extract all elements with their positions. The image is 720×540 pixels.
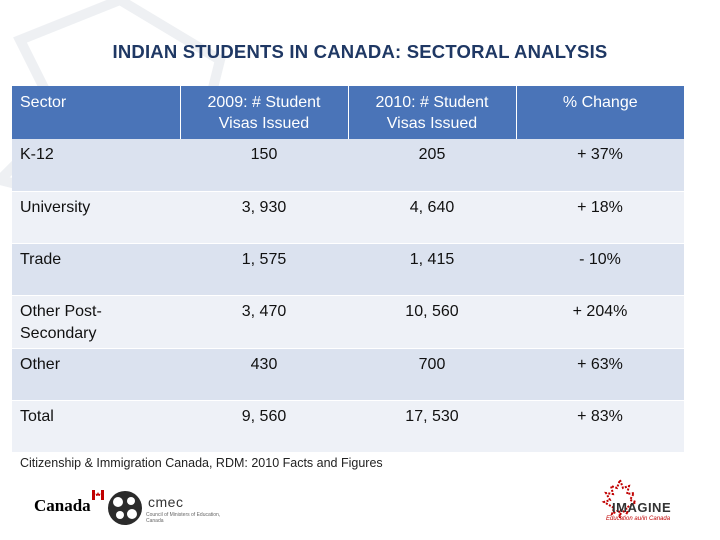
cell-sector: Other [20,355,61,373]
cell-change: - 10% [579,250,621,268]
imagine-logo: IMAGINE Education au/in Canada [588,478,698,536]
cell-2009: 430 [250,355,278,373]
table-row-total: Total 9, 560 17, 530 + 83% [12,400,684,452]
table-row: Trade 1, 575 1, 415 - 10% [12,243,684,295]
canada-flag-icon [92,490,104,500]
cell-sector: K-12 [20,146,54,163]
table-row: Other 430 700 + 63% [12,348,684,400]
canada-wordmark: Canada [34,496,91,515]
imagine-wordmark: IMAGINE [612,500,672,515]
cell-sector: Other Post-Secondary [20,302,102,342]
cell-sector: University [20,198,91,216]
cmec-emblem-icon [108,491,142,525]
table-row: K-12 150 205 + 37% [12,139,684,191]
cell-2010: 205 [418,146,446,163]
cell-2010: 1, 415 [409,250,455,268]
table-row: Other Post-Secondary 3, 470 10, 560 + 20… [12,295,684,348]
cell-change: + 63% [577,355,623,373]
header-change: % Change [515,86,684,139]
cell-2010: 10, 560 [405,302,459,320]
cell-change: + 83% [577,407,623,425]
table-row: University 3, 930 4, 640 + 18% [12,191,684,243]
cell-2009: 3, 930 [241,198,287,216]
page-title: INDIAN STUDENTS IN CANADA: SECTORAL ANAL… [112,41,608,62]
sectoral-table: Sector 2009: # Student Visas Issued 2010… [12,86,684,453]
cell-2010: 17, 530 [405,407,459,425]
cell-2009: 150 [250,146,278,163]
header-sector: Sector [20,94,67,111]
header-2010: 2010: # Student Visas Issued [347,86,516,139]
cmec-small-text: Council of Ministers of Education, Canad… [146,512,221,524]
cell-2010: 4, 640 [409,198,455,216]
imagine-subtitle: Education au/in Canada [606,516,671,522]
cell-change: + 37% [577,146,623,163]
header-2009: 2009: # Student Visas Issued [179,86,348,139]
cell-2009: 1, 575 [241,250,287,268]
cell-2009: 3, 470 [241,302,287,320]
cell-change: + 204% [572,302,628,320]
cell-2010: 700 [418,355,446,373]
partner-logos: Canada cmec Council of Ministers of Educ… [34,484,294,534]
source-note: Citizenship & Immigration Canada, RDM: 2… [20,456,383,470]
table-header-row: Sector 2009: # Student Visas Issued 2010… [12,86,684,139]
cell-change: + 18% [577,198,623,216]
cell-sector: Total [20,407,54,425]
cmec-wordmark: cmec [148,494,184,510]
red-maple-leaf-icon [601,478,639,518]
cell-sector: Trade [20,250,62,268]
cell-2009: 9, 560 [241,407,287,425]
